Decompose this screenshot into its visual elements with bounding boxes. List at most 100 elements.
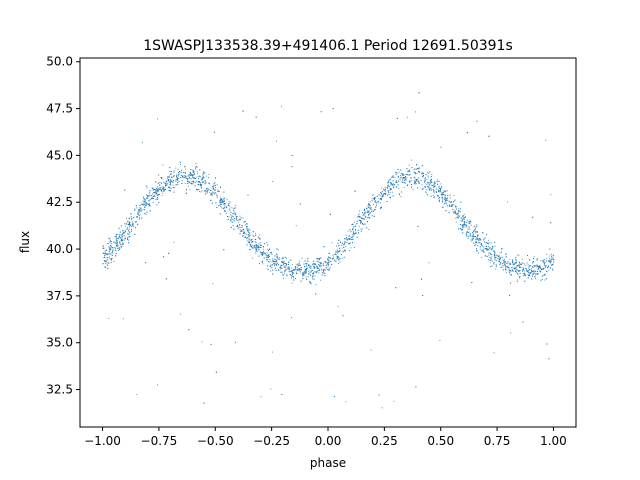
data-point (390, 184, 392, 186)
data-point (208, 189, 210, 190)
data-point (120, 240, 122, 242)
data-point (242, 217, 244, 219)
data-point (357, 229, 359, 231)
data-point (205, 192, 207, 194)
data-point (148, 190, 150, 192)
data-point (527, 255, 528, 256)
data-point (207, 192, 208, 194)
data-point (444, 191, 446, 192)
data-point (161, 182, 162, 184)
data-point (118, 238, 120, 240)
data-point (290, 270, 292, 272)
data-point (132, 225, 134, 227)
data-point (374, 200, 376, 202)
data-point (194, 185, 196, 187)
x-tick-label: 1.00 (540, 434, 567, 448)
data-point (146, 197, 148, 199)
data-point (178, 173, 180, 175)
data-point (226, 198, 228, 200)
data-point (175, 180, 177, 182)
data-point (451, 205, 453, 207)
data-point (495, 268, 497, 270)
data-point (202, 173, 204, 175)
data-point (416, 179, 418, 181)
data-point (181, 175, 183, 177)
data-point (368, 229, 370, 230)
data-point (161, 188, 163, 190)
data-point (426, 171, 428, 173)
data-point (380, 193, 382, 195)
data-point (499, 256, 501, 258)
data-point (212, 193, 214, 195)
data-point (169, 190, 171, 192)
data-point (346, 242, 348, 244)
data-point (520, 266, 522, 268)
data-point (544, 264, 545, 266)
data-point (545, 278, 547, 280)
data-point (331, 264, 333, 265)
data-point (321, 264, 323, 266)
data-point (196, 166, 198, 168)
data-point (312, 273, 314, 275)
data-point (445, 210, 447, 212)
data-point (117, 238, 119, 240)
data-point (186, 175, 188, 177)
data-point (207, 188, 209, 190)
data-point (518, 265, 520, 267)
data-point (362, 224, 364, 225)
data-point (246, 228, 248, 230)
data-point (467, 226, 469, 228)
data-point (244, 237, 246, 238)
data-point (397, 184, 399, 186)
data-point (384, 192, 386, 194)
data-point (389, 179, 391, 181)
data-point (402, 173, 404, 175)
data-point (104, 250, 106, 252)
data-point (172, 181, 174, 183)
plot-frame (79, 57, 577, 428)
data-point (247, 236, 248, 238)
data-point (455, 208, 457, 210)
data-point (461, 224, 463, 226)
data-point (285, 266, 287, 268)
data-point (285, 265, 287, 267)
data-point (439, 340, 441, 341)
data-point (208, 173, 210, 175)
data-point (430, 176, 432, 177)
data-point (222, 200, 224, 202)
data-point (345, 245, 347, 247)
data-point (143, 201, 145, 203)
data-point (165, 278, 167, 280)
data-point (222, 199, 224, 201)
data-point (484, 255, 486, 257)
data-point (406, 168, 408, 170)
data-point (551, 255, 553, 257)
data-point (148, 205, 150, 207)
data-point (129, 222, 131, 224)
data-point (380, 198, 382, 199)
data-point (501, 256, 503, 258)
data-point (494, 258, 496, 260)
data-point (212, 186, 214, 188)
data-point (349, 238, 350, 240)
data-point (287, 266, 289, 268)
data-point (219, 200, 221, 202)
data-point (438, 190, 439, 192)
data-point (241, 225, 243, 227)
data-point (422, 295, 424, 296)
data-point (116, 245, 117, 247)
data-point (198, 175, 200, 177)
data-point (426, 184, 428, 186)
data-point (403, 186, 405, 188)
data-point (169, 179, 171, 181)
data-point (220, 205, 221, 207)
data-point (190, 178, 192, 180)
y-tick-label: 42.5 (46, 195, 73, 209)
data-point (351, 236, 353, 238)
data-point (522, 268, 524, 270)
data-point (521, 262, 523, 264)
data-point (431, 174, 433, 175)
data-point (146, 203, 148, 205)
data-point (304, 260, 306, 262)
data-point (369, 201, 371, 203)
